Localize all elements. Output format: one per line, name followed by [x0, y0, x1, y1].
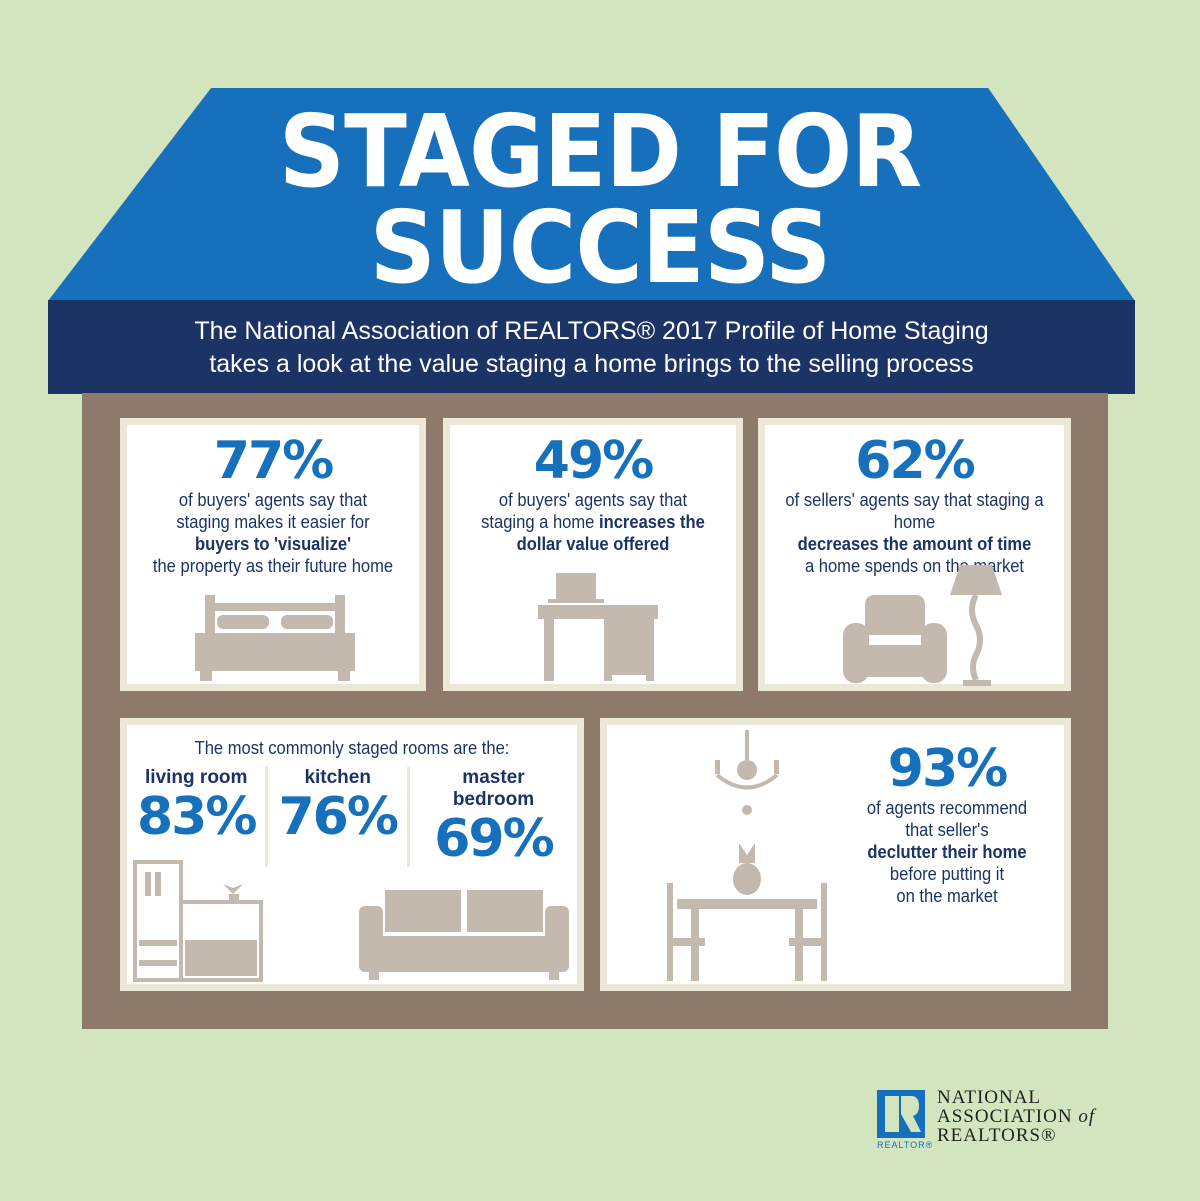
staged-rooms-card: The most commonly staged rooms are the: …	[120, 718, 584, 991]
subtitle-line: takes a look at the value staging a home…	[209, 350, 974, 378]
stat-text: of agents recommend that seller's declutte…	[866, 798, 1028, 906]
declutter-stat: 93% of agents recommend that seller's decl…	[827, 741, 1067, 907]
stat-percent: 77%	[213, 431, 334, 491]
stat-text: of sellers' agents say that staging a ho…	[785, 490, 1044, 576]
declutter-card: 93% of agents recommend that seller's decl…	[600, 718, 1071, 991]
chandelier-icon	[715, 730, 779, 815]
stat-text: of buyers' agents say that staging a home…	[481, 490, 705, 554]
subtitle-line: The National Association of REALTORS® 20…	[194, 317, 989, 345]
bed-icon	[195, 595, 355, 681]
realtor-badge-text: REALTOR®	[877, 1140, 934, 1150]
realtor-r-logo-icon	[877, 1090, 925, 1138]
sofa-icon	[359, 890, 569, 980]
page-title: STAGED FOR SUCCESS	[278, 93, 922, 306]
bookshelf-icon	[133, 860, 263, 982]
room-master-bedroom: master bedroom 69%	[406, 767, 577, 867]
armchair-lamp-icon	[843, 565, 1002, 686]
stat-card-dollar-value: 49% of buyers' agents say that staging a …	[443, 418, 743, 691]
dining-table-icon	[667, 843, 827, 981]
rooms-list: living room 83% kitchen 76% master bedroom…	[127, 767, 577, 867]
stat-text: of buyers' agents say that staging makes …	[152, 490, 394, 576]
nar-wordmark: NATIONAL ASSOCIATION of REALTORS®	[937, 1087, 1096, 1146]
stat-percent: 62%	[855, 431, 975, 491]
desk-icon	[538, 573, 658, 681]
stat-card-visualize: 77% of buyers' agents say that staging ma…	[120, 418, 426, 691]
stat-percent: 93%	[887, 739, 1008, 799]
stat-percent: 49%	[533, 431, 654, 491]
room-living-room: living room 83%	[137, 767, 257, 847]
rooms-heading: The most commonly staged rooms are the:	[194, 738, 510, 758]
subtitle-band: The National Association of REALTORS® 20…	[48, 300, 1135, 394]
roof	[48, 88, 1135, 301]
stat-card-time-on-market: 62% of sellers' agents say that staging …	[758, 418, 1071, 691]
room-kitchen: kitchen 76%	[265, 767, 406, 867]
